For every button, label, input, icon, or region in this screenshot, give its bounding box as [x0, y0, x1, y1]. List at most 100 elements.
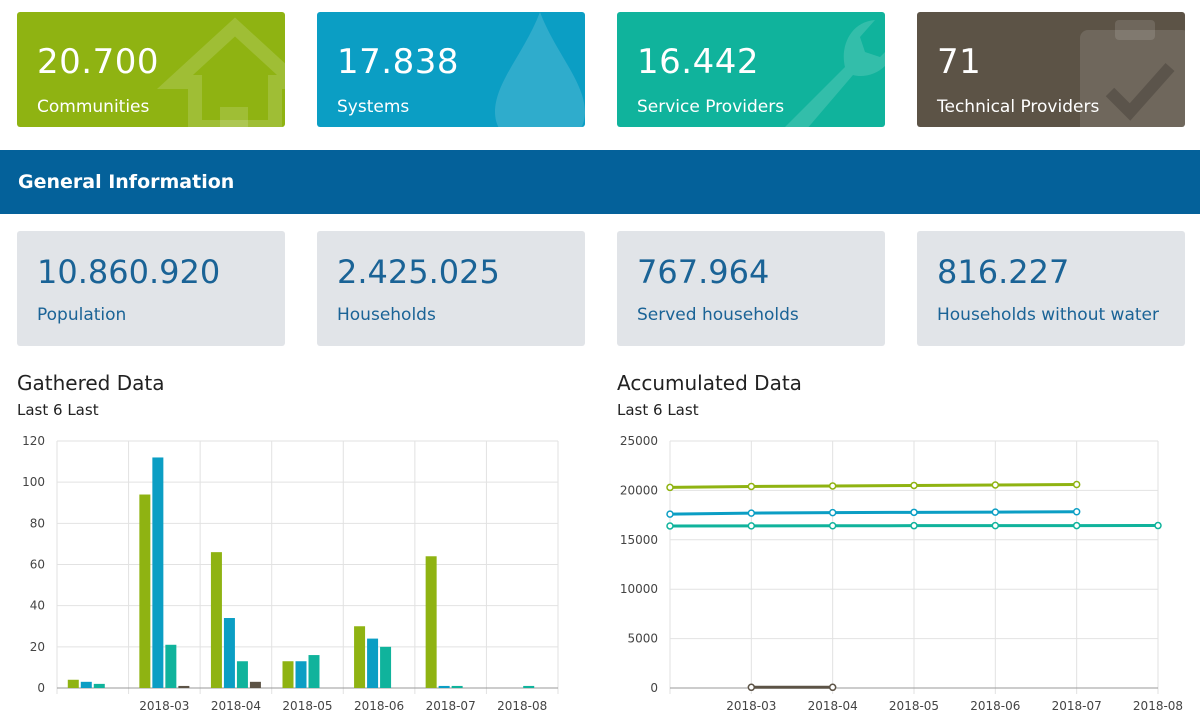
- data-point: [747, 683, 756, 692]
- data-point: [666, 483, 674, 492]
- water-drop-icon: [495, 12, 585, 127]
- y-tick-label: 120: [22, 434, 45, 448]
- bar: [282, 661, 294, 688]
- data-point: [991, 508, 1000, 516]
- bar: [438, 685, 450, 688]
- x-tick-label: 2018-04: [808, 699, 858, 713]
- x-tick-label: 2018-08: [1133, 699, 1183, 713]
- section-title: General Information: [18, 171, 235, 193]
- y-tick-label: 20: [30, 640, 45, 654]
- info-card-households-without-water: 816.227 Households without water: [917, 231, 1185, 346]
- data-point: [910, 521, 918, 530]
- house-icon: [157, 17, 285, 127]
- bar: [295, 661, 307, 688]
- y-tick-label: 10000: [620, 582, 658, 596]
- x-tick-label: 2018-05: [282, 699, 332, 713]
- bar: [210, 552, 222, 688]
- bar: [152, 457, 164, 688]
- stat-card-service-providers[interactable]: 16.442 Service Providers: [617, 12, 885, 127]
- technical-providers-count: 71: [937, 42, 982, 82]
- y-tick-label: 15000: [620, 533, 658, 547]
- data-point: [666, 522, 674, 530]
- bar: [367, 638, 379, 688]
- y-tick-label: 5000: [627, 632, 658, 646]
- data-point: [666, 510, 674, 518]
- data-point: [828, 683, 837, 692]
- series-line: [669, 482, 1077, 489]
- service-providers-label: Service Providers: [637, 97, 785, 117]
- info-card-served-households: 767.964 Served households: [617, 231, 885, 346]
- data-point: [828, 522, 837, 530]
- data-point: [1072, 508, 1081, 516]
- y-tick-label: 25000: [620, 434, 658, 448]
- x-tick-label: 2018-03: [726, 699, 776, 713]
- x-tick-label: 2018-06: [970, 699, 1020, 713]
- data-point: [747, 522, 756, 530]
- x-tick-label: 2018-06: [354, 699, 404, 713]
- communities-count: 20.700: [37, 42, 159, 82]
- wrench-icon: [785, 20, 885, 127]
- bar: [523, 685, 535, 688]
- gathered-chart-subtitle: Last 6 Last: [17, 401, 99, 419]
- bar: [354, 626, 366, 688]
- y-tick-label: 0: [650, 681, 658, 695]
- general-information-header: General Information: [0, 150, 1200, 214]
- clipboard-check-icon: [1080, 20, 1185, 127]
- data-point: [991, 521, 1000, 530]
- bar: [308, 655, 320, 688]
- service-providers-count: 16.442: [637, 42, 759, 82]
- x-tick-label: 2018-03: [139, 699, 189, 713]
- data-point: [1154, 521, 1162, 530]
- bar: [80, 681, 92, 688]
- bar: [93, 683, 105, 688]
- data-point: [747, 482, 756, 491]
- bar: [139, 494, 151, 688]
- data-point: [1072, 521, 1081, 530]
- bar: [249, 681, 261, 688]
- technical-providers-label: Technical Providers: [937, 97, 1100, 117]
- bar: [380, 646, 392, 688]
- x-tick-label: 2018-08: [497, 699, 547, 713]
- population-label: Population: [37, 305, 127, 325]
- data-point: [1072, 480, 1081, 489]
- y-tick-label: 40: [30, 599, 45, 613]
- stat-card-technical-providers[interactable]: 71 Technical Providers: [917, 12, 1185, 127]
- data-point: [910, 481, 918, 490]
- x-tick-label: 2018-05: [889, 699, 939, 713]
- data-point: [910, 508, 918, 517]
- info-card-population: 10.860.920 Population: [17, 231, 285, 346]
- households-without-water-value: 816.227: [937, 253, 1070, 291]
- y-tick-label: 0: [37, 681, 45, 695]
- y-tick-label: 60: [30, 558, 45, 572]
- bar: [165, 644, 177, 688]
- stat-card-communities[interactable]: 20.700 Communities: [17, 12, 285, 127]
- bar: [178, 685, 190, 688]
- gathered-chart-title: Gathered Data: [17, 371, 165, 395]
- served-households-label: Served households: [637, 305, 799, 325]
- accumulated-chart-title: Accumulated Data: [617, 371, 802, 395]
- stat-card-systems[interactable]: 17.838 Systems: [317, 12, 585, 127]
- x-tick-label: 2018-07: [1052, 699, 1102, 713]
- accumulated-chart-subtitle: Last 6 Last: [617, 401, 699, 419]
- households-without-water-label: Households without water: [937, 305, 1159, 325]
- bar: [67, 679, 79, 688]
- households-label: Households: [337, 305, 436, 325]
- served-households-value: 767.964: [637, 253, 770, 291]
- accumulated-data-line-chart: 0 5000 10000 15000 20000 25000 2018-03 2018-04 2…: [620, 434, 1183, 713]
- x-tick-label: 2018-07: [426, 699, 476, 713]
- x-tick-label: 2018-04: [211, 699, 261, 713]
- data-point: [828, 482, 837, 490]
- communities-label: Communities: [37, 97, 150, 117]
- population-value: 10.860.920: [37, 253, 221, 291]
- systems-label: Systems: [337, 97, 410, 117]
- bar: [425, 556, 437, 688]
- gathered-data-bar-chart: 0 20 40 60 80 100 120 2018-03 2018-04 2018-05 2018…: [22, 434, 559, 713]
- series-line: [669, 510, 1077, 516]
- data-point: [991, 481, 1000, 489]
- y-tick-label: 80: [30, 516, 45, 530]
- y-tick-label: 20000: [620, 483, 658, 497]
- bar: [236, 661, 248, 688]
- data-point: [747, 509, 756, 517]
- data-point: [828, 508, 837, 517]
- bar: [223, 618, 235, 688]
